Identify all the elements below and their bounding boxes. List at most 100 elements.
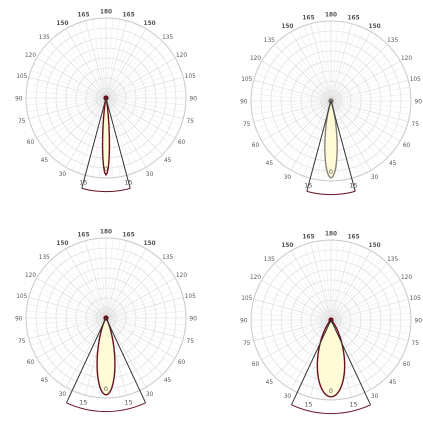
grid-spoke [258, 286, 332, 321]
grid-spoke [105, 317, 163, 375]
angle-label-60: 60 [27, 140, 35, 146]
grid-spoke [105, 317, 185, 333]
angle-label-30: 30 [284, 394, 292, 400]
angle-label-45: 45 [41, 158, 49, 164]
grid-spoke [105, 248, 147, 319]
grid-spoke [330, 319, 404, 354]
grid-spoke [44, 317, 107, 370]
grid-spoke [251, 100, 332, 109]
grid-spoke [253, 299, 332, 321]
grid-spoke [40, 97, 107, 145]
grid-spoke [253, 100, 332, 122]
grid-spoke [330, 319, 401, 361]
grid-spoke [105, 20, 127, 99]
angle-label-120: 120 [176, 53, 187, 59]
grid-spoke [330, 39, 383, 102]
grid-spoke [255, 319, 332, 348]
grid-spoke [297, 247, 332, 321]
cone-line-left [65, 317, 107, 404]
angle-label-45: 45 [164, 378, 172, 384]
grid-spoke [30, 290, 107, 319]
grid-spoke [105, 317, 168, 370]
cone-line-right [105, 317, 147, 404]
grid-spoke [330, 100, 378, 167]
grid-spoke [330, 250, 372, 321]
angle-label-15: 15 [349, 401, 357, 409]
grid-spoke [290, 250, 332, 321]
angle-label-180: 180 [325, 231, 337, 237]
grid-spoke [33, 317, 107, 352]
angle-label-0: 0 [104, 385, 108, 393]
grid-spoke [330, 319, 407, 348]
grid-spoke [290, 31, 332, 102]
grid-spoke [330, 100, 401, 142]
grid-spoke [330, 286, 404, 321]
angle-label-75: 75 [18, 119, 26, 125]
grid-spoke [105, 284, 179, 319]
grid-spoke [44, 266, 107, 319]
grid-spoke [27, 83, 107, 99]
grid-spoke [330, 100, 383, 163]
angle-label-75: 75 [412, 341, 420, 347]
grid-spoke [105, 317, 158, 380]
grid-spoke [105, 97, 186, 106]
cone-line-left [81, 97, 107, 189]
grid-spoke [28, 297, 107, 319]
polar-chart-4: 0 15 15 30 30 45 45 60 60 75 75 90 90 105 105 120 120 135… [240, 231, 422, 415]
angle-label-135: 135 [264, 38, 275, 44]
grid-spoke [330, 299, 409, 321]
angle-label-165: 165 [302, 15, 314, 21]
angle-label-105: 105 [185, 74, 196, 80]
grid-spoke [330, 100, 393, 153]
grid-spoke [252, 305, 332, 321]
grid-spoke [265, 319, 332, 367]
angle-label-75: 75 [187, 339, 195, 345]
grid-spoke [330, 240, 339, 321]
angle-label-0: 0 [329, 387, 333, 395]
grid-spoke [105, 97, 185, 113]
angle-label-150: 150 [281, 243, 293, 249]
grid-spoke [284, 319, 332, 386]
grid-spoke [330, 319, 410, 335]
grid-spoke [297, 28, 332, 102]
grid-spoke [330, 100, 365, 174]
grid-spoke [310, 23, 332, 102]
grid-spoke [40, 317, 107, 365]
grid-spoke [330, 35, 378, 102]
angle-label-165: 165 [77, 232, 89, 238]
grid-spoke [330, 292, 407, 321]
grid-spoke [49, 317, 107, 375]
grid-spoke [33, 284, 107, 319]
grid-spoke [330, 49, 393, 102]
grid-spoke [26, 97, 107, 106]
angle-label-120: 120 [401, 56, 412, 62]
grid-spoke [105, 51, 172, 99]
grid-spoke [44, 97, 107, 150]
grid-spoke [105, 64, 179, 99]
grid-spoke [330, 319, 383, 382]
grid-spoke [98, 238, 107, 319]
grid-spoke [330, 244, 359, 321]
grid-spoke [28, 97, 107, 119]
grid-spoke [91, 239, 107, 319]
grid-spoke [105, 18, 114, 99]
grid-spoke [105, 97, 184, 119]
grid-spoke [290, 100, 332, 171]
angle-label-150: 150 [369, 243, 381, 249]
angle-label-165: 165 [123, 12, 135, 18]
angle-label-120: 120 [250, 56, 261, 62]
grid-spoke [36, 277, 107, 319]
grid-spoke [105, 303, 185, 319]
angle-label-30: 30 [371, 394, 379, 400]
grid-spoke [274, 44, 332, 102]
grid-spoke [59, 32, 107, 99]
cone-line-left [290, 319, 332, 406]
grid-spoke [28, 77, 107, 99]
grid-spoke [36, 97, 107, 139]
grid-spoke [258, 100, 332, 135]
angle-label-105: 105 [241, 77, 252, 83]
angle-label-135: 135 [387, 38, 398, 44]
grid-spoke [65, 28, 107, 99]
grid-spoke [284, 100, 332, 167]
